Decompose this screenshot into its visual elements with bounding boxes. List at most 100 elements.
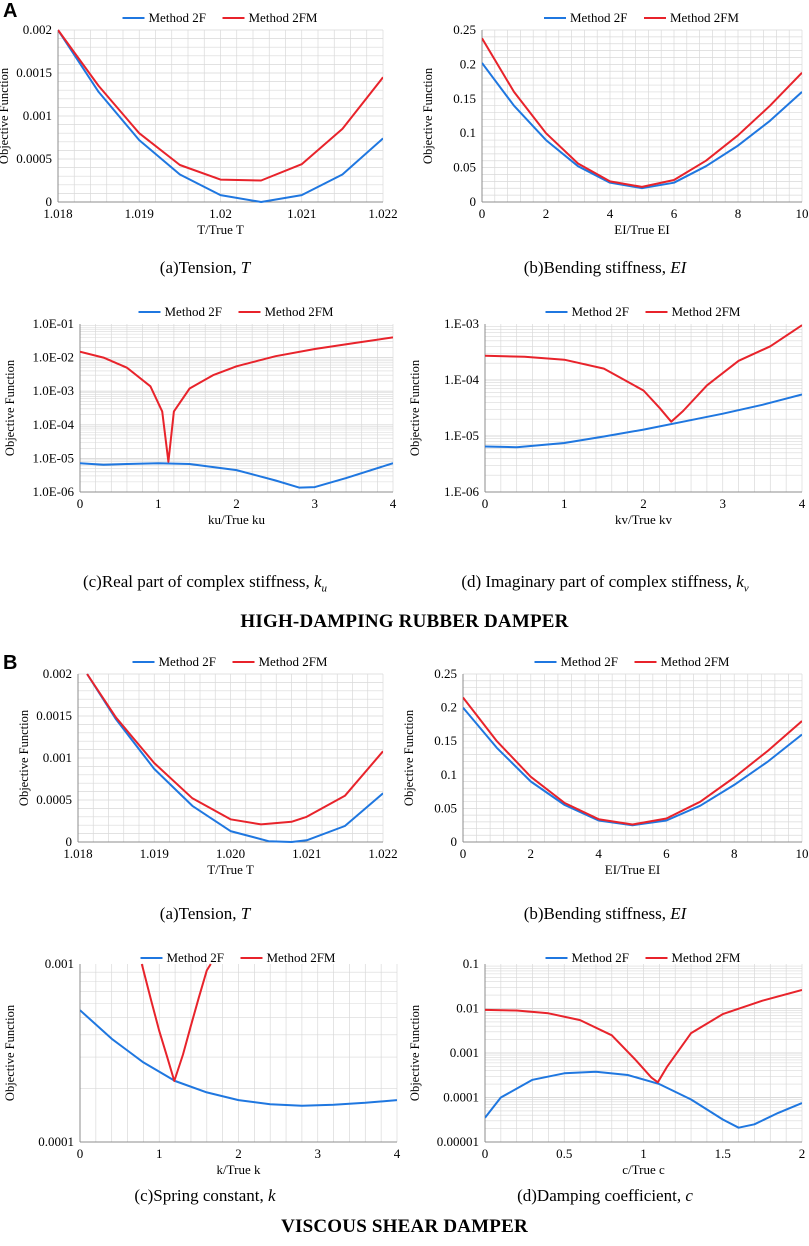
x-axis-label: k/True k [217,1162,261,1177]
chart-a-imag-stiffness: 0 1 2 3 4 1.E-06 1.E-05 1.E-04 1.E-03 kv/True kv O… [405,298,809,527]
y-tick-label: 0.001 [45,956,74,971]
y-tick-label: 0.0005 [36,792,72,807]
x-tick-label: 1.02 [209,206,232,221]
section-title-viscous-shear: VISCOUS SHEAR DAMPER [281,1216,528,1237]
y-axis-label: Objective Function [408,359,422,456]
legend-label-method-2f: Method 2F [561,654,618,669]
legend-label-method-2f: Method 2F [572,950,629,965]
x-axis-label: c/True c [622,1162,665,1177]
y-axis-label: Objective Function [17,709,31,806]
y-tick-label: 1.0E-04 [32,417,74,432]
x-tick-label: 3 [312,496,319,511]
legend-label-method-2fm: Method 2FM [672,304,741,319]
grid [57,29,384,203]
legend-label-method-2fm: Method 2FM [265,304,334,319]
y-axis-label: Objective Function [421,67,435,164]
x-tick-label: 1.022 [368,206,397,221]
y-tick-label: 0.05 [453,160,476,175]
y-tick-label: 0.15 [453,91,476,106]
grid [79,964,398,1143]
x-tick-label: 1 [156,1146,163,1161]
caption-b-bending: (b)Bending stiffness, EI [523,904,687,923]
y-tick-label: 0 [66,834,73,849]
chart-a-bending: 0 2 4 6 8 10 0 0.05 0.1 0.15 0.2 0.25 EI/True EI Obje… [405,8,809,237]
x-tick-label: 4 [607,206,614,221]
legend-label-method-2fm: Method 2FM [267,950,336,965]
y-tick-label: 0 [46,194,53,209]
caption-a-imag-stiffness: (d) Imaginary part of complex stiffness,… [461,572,749,595]
y-tick-label: 0.001 [43,750,72,765]
y-tick-label: 1.0E-05 [32,450,74,465]
x-axis-label: ku/True ku [208,512,265,527]
y-tick-label: 0.05 [434,800,457,815]
y-tick-label: 0.01 [456,1001,479,1016]
x-tick-label: 1 [561,496,568,511]
grid [77,673,384,843]
chart-a-real-stiffness: 0 1 2 3 4 1.0E-06 1.0E-05 1.0E-04 1.0E-03 1.0E-02… [0,298,400,527]
chart-b-damping: 0 0.5 1 1.5 2 0.00001 0.0001 0.001 0.01 0.1 c/True… [405,950,809,1177]
series-line-method-2f [482,62,802,190]
x-tick-label: 1.020 [216,846,245,861]
x-axis-label: EI/True EI [605,862,661,877]
caption-a-real-stiffness: (c)Real part of complex stiffness, ku [82,572,328,595]
x-tick-label: 4 [390,496,397,511]
legend-label-method-2f: Method 2F [165,304,222,319]
x-tick-label: 8 [731,846,738,861]
y-tick-label: 1.0E-06 [32,484,74,499]
x-tick-label: 2 [640,496,647,511]
series-line-method-2fm [482,37,802,188]
y-axis-label: Objective Function [408,1004,422,1101]
x-tick-label: 0 [479,206,486,221]
y-tick-label: 0.0001 [38,1134,74,1149]
x-tick-label: 4 [394,1146,401,1161]
y-tick-label: 0.00001 [437,1134,479,1149]
y-tick-label: 0.25 [453,22,476,37]
y-tick-label: 0.0001 [443,1090,479,1105]
x-tick-label: 1.5 [715,1146,731,1161]
chart-b-spring: 0 1 2 3 4 0.0001 0.001 k/True k Objective Functi… [0,950,401,1177]
caption-b-tension: (a)Tension, T [159,904,251,923]
series-line-method-2f [485,1070,802,1129]
x-tick-label: 0.5 [556,1146,572,1161]
y-tick-label: 0 [470,194,477,209]
legend-label-method-2fm: Method 2FM [672,950,741,965]
x-tick-label: 6 [671,206,678,221]
y-tick-label: 1.E-06 [444,484,480,499]
y-tick-label: 0.001 [450,1045,479,1060]
y-tick-label: 0.002 [23,22,52,37]
x-tick-label: 1 [155,496,162,511]
x-tick-label: 0 [482,1146,489,1161]
y-tick-label: 1.E-05 [444,428,479,443]
x-tick-label: 2 [235,1146,242,1161]
x-tick-label: 1.021 [287,206,316,221]
x-tick-label: 2 [543,206,550,221]
y-tick-label: 0.25 [434,666,457,681]
y-axis-label: Objective Function [402,709,416,806]
x-tick-label: 8 [735,206,742,221]
y-axis-label: Objective Function [0,67,11,164]
series-line-method-2fm [463,696,802,826]
x-axis-label: kv/True kv [615,512,672,527]
legend-label-method-2f: Method 2F [149,10,206,25]
x-axis-label: T/True T [207,862,254,877]
y-tick-label: 1.E-04 [444,372,480,387]
series-line-method-2f [80,462,393,489]
grid [79,324,394,493]
grid [484,324,803,493]
series-line-method-2f [485,393,802,449]
chart-a-tension: 1.018 1.019 1.02 1.021 1.022 0 0.0005 0.001 0.00… [0,8,400,237]
y-tick-label: 1.0E-01 [32,316,74,331]
series-line-method-2fm [58,29,383,182]
caption-a-tension: (a)Tension, T [159,258,251,277]
series-line-method-2f [80,1009,397,1107]
panel-label-b: B [3,652,18,674]
x-tick-label: 1.018 [43,206,72,221]
y-axis-label: Objective Function [3,1004,17,1101]
x-tick-label: 1.018 [63,846,92,861]
x-tick-label: 6 [663,846,670,861]
x-tick-label: 10 [796,846,809,861]
x-tick-label: 2 [233,496,240,511]
y-tick-label: 0.0015 [16,65,52,80]
caption-b-damping: (d)Damping coefficient, c [517,1186,693,1205]
x-tick-label: 0 [482,496,489,511]
